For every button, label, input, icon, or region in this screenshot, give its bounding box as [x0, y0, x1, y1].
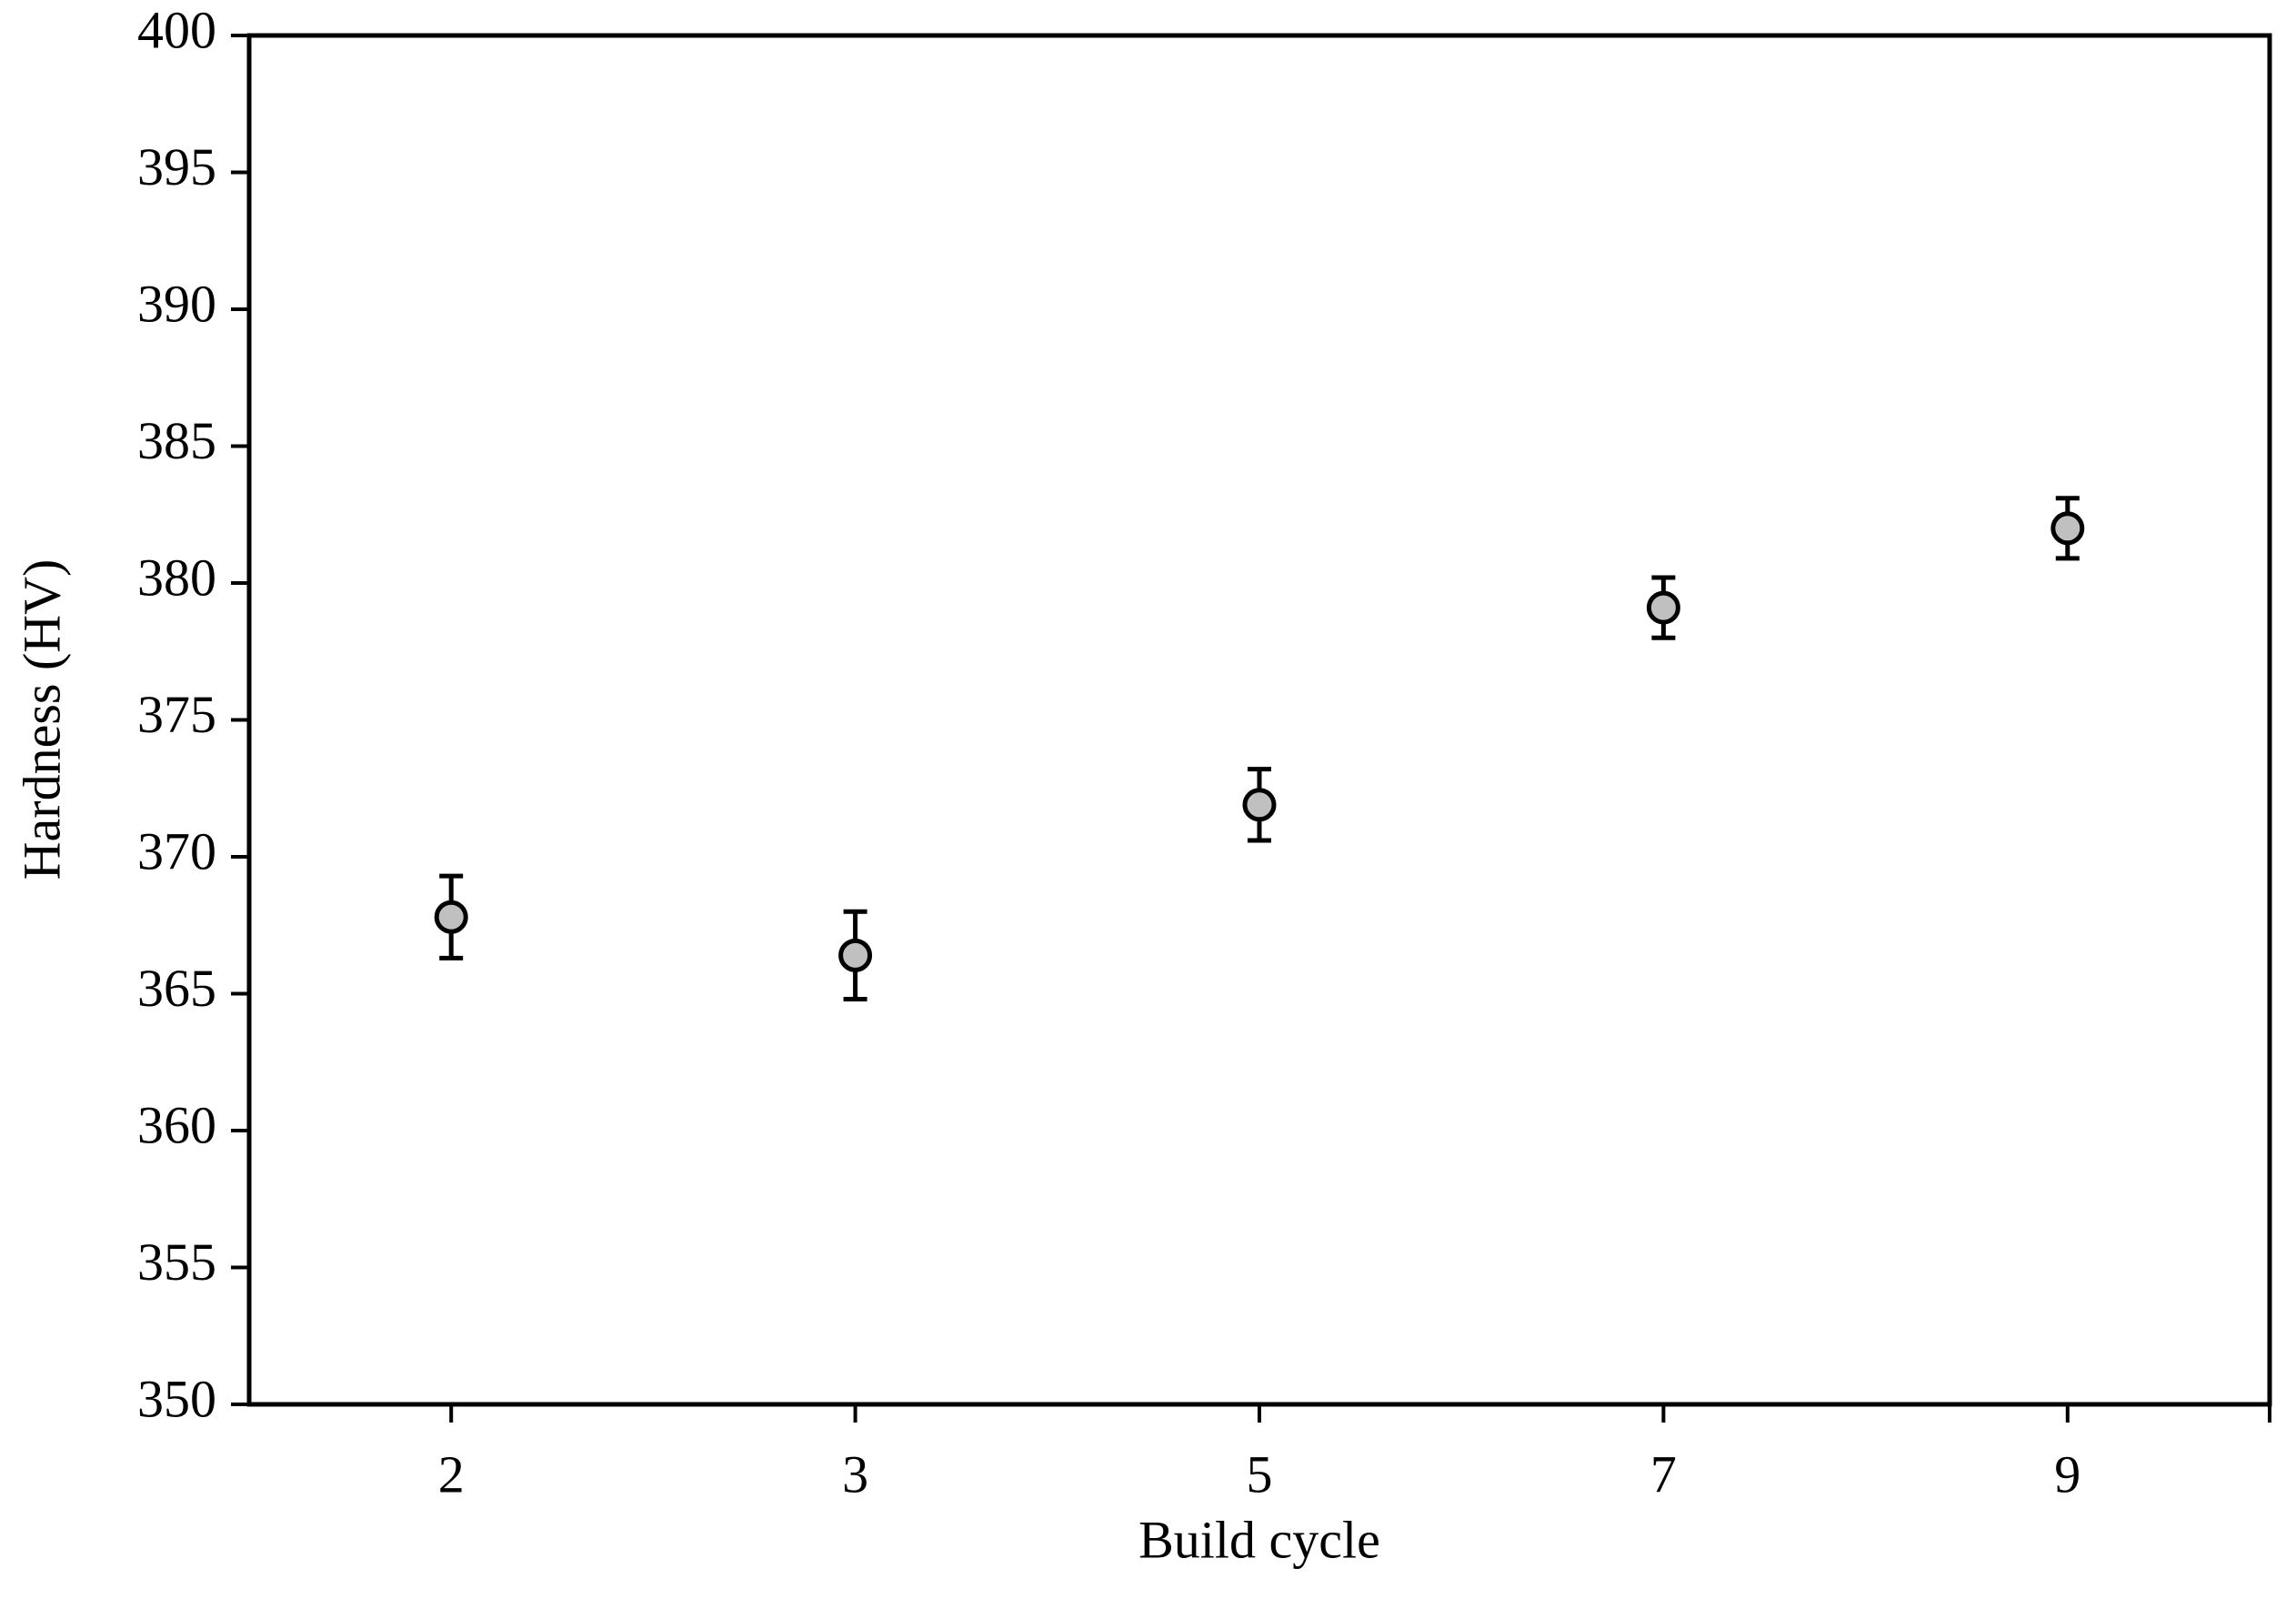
x-tick-label: 2 [438, 1444, 465, 1503]
y-tick-label: 360 [137, 1095, 216, 1154]
y-tick-label: 370 [137, 821, 216, 880]
x-tick-label: 5 [1247, 1444, 1273, 1503]
y-axis-title: Hardness (HV) [12, 559, 71, 880]
plot-frame [246, 33, 2272, 1407]
x-axis-title: Build cycle [1138, 1510, 1380, 1569]
x-tick-label: 9 [2054, 1444, 2080, 1503]
y-tick-label: 385 [137, 411, 216, 470]
y-tick-label: 395 [137, 137, 216, 196]
y-tick-label: 365 [137, 959, 216, 1018]
y-tick-label: 355 [137, 1232, 216, 1292]
point [1242, 788, 1277, 822]
x-tick-label: 7 [1650, 1444, 1677, 1503]
y-tick-label: 380 [137, 548, 216, 607]
point [434, 900, 468, 934]
y-tick-label: 400 [137, 0, 216, 59]
point [1646, 590, 1680, 625]
y-tick-label: 390 [137, 274, 216, 333]
point [2050, 511, 2085, 546]
y-tick-label: 375 [137, 685, 216, 744]
y-tick-label: 350 [137, 1369, 216, 1428]
point [838, 938, 873, 972]
x-tick-label: 3 [842, 1444, 868, 1503]
